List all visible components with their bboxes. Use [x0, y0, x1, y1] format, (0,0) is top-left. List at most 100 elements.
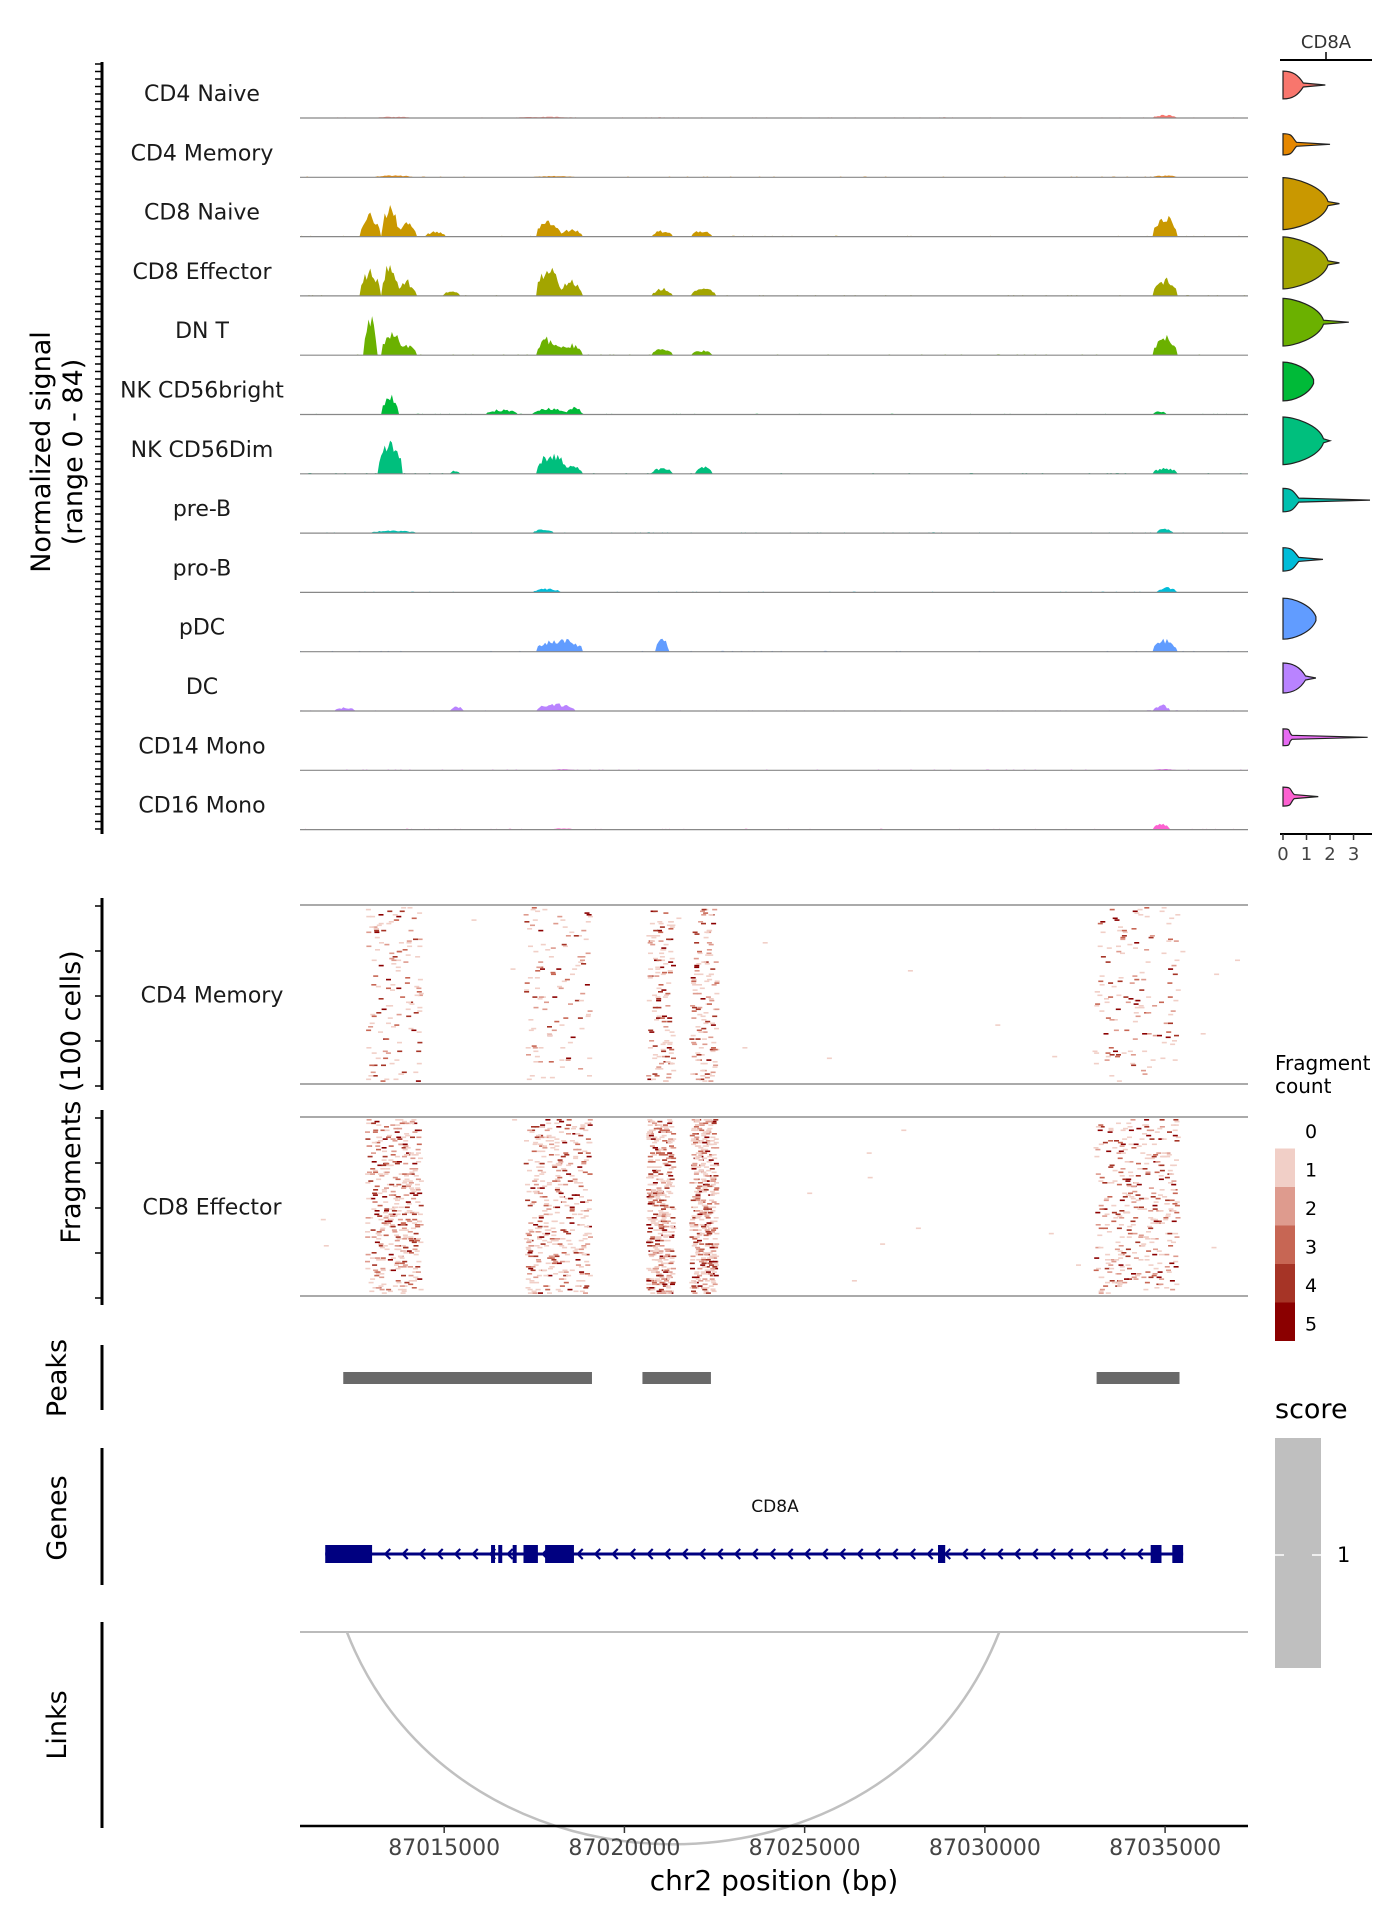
fragment-mark — [665, 1215, 671, 1217]
fragment-mark — [372, 1131, 378, 1133]
gene-strand-arrow — [768, 1548, 777, 1560]
fragment-mark — [700, 1273, 706, 1275]
fragment-mark — [690, 1199, 696, 1202]
fragment-mark — [1149, 1138, 1155, 1140]
fragment-mark — [1165, 1199, 1171, 1202]
fragment-mark — [694, 1119, 700, 1121]
fragment-mark — [656, 1280, 662, 1282]
fragment-mark — [539, 1145, 545, 1147]
fragment-mark — [418, 1288, 424, 1291]
fragment-mark — [1106, 1150, 1112, 1153]
fragment-mark — [1173, 1119, 1179, 1121]
fragment-mark — [695, 1199, 701, 1202]
fragment-mark — [1132, 1038, 1138, 1040]
fragment-mark — [655, 1150, 661, 1153]
fragment-mark — [646, 1075, 652, 1077]
fragment-mark — [534, 1161, 540, 1163]
fragment-mark — [655, 1148, 661, 1151]
fragment-mark — [559, 1024, 565, 1026]
fragment-mark — [581, 1246, 587, 1249]
fragment-mark — [1122, 1281, 1128, 1284]
fragment-mark — [697, 1182, 703, 1184]
fragment-mark — [699, 1078, 705, 1081]
fragment-mark — [566, 1133, 571, 1135]
fragment-mark — [398, 1119, 404, 1121]
fragment-mark — [371, 1208, 377, 1210]
fragment-mark — [649, 1133, 654, 1135]
expression-violin-7 — [1282, 416, 1333, 466]
fragment-mark — [650, 940, 655, 942]
fragment-mark — [656, 1127, 662, 1130]
fragment-mark — [554, 1148, 560, 1151]
fragment-mark — [1109, 908, 1115, 911]
fragment-mark — [700, 1271, 706, 1273]
fragment-mark — [660, 1290, 666, 1293]
fragment-mark — [1125, 1248, 1131, 1251]
fragment-mark — [417, 1278, 423, 1280]
fragment-mark — [656, 1006, 662, 1009]
fragment-mark — [381, 1292, 387, 1294]
fragment-mark — [563, 1017, 569, 1019]
fragment-mark — [535, 1231, 541, 1233]
fragment-mark — [713, 1245, 719, 1247]
fragment-mark — [705, 1133, 711, 1135]
fragment-mark — [408, 1274, 414, 1277]
fragment-mark — [1135, 1175, 1141, 1177]
fragment-mark — [670, 1283, 675, 1286]
fragment-mark — [1126, 1185, 1132, 1188]
gene-exon-5 — [523, 1545, 538, 1563]
fragment-mark — [709, 1168, 715, 1170]
fragment-mark — [692, 989, 698, 991]
fragment-mark — [712, 1061, 718, 1063]
fragment-mark — [380, 1080, 386, 1082]
expression-x-tick-label: 3 — [1348, 844, 1359, 865]
fragment-mark — [689, 1182, 695, 1184]
fragment-mark — [582, 1150, 588, 1153]
fragment-mark — [692, 1196, 698, 1198]
fragment-mark — [392, 1231, 398, 1233]
fragment-mark — [401, 1250, 407, 1252]
fragment-mark — [403, 1229, 409, 1231]
fragment-mark — [394, 1162, 400, 1165]
fragment-mark — [1132, 1232, 1138, 1235]
fragment-mark — [711, 1271, 717, 1273]
gene-exon-3 — [498, 1545, 503, 1563]
fragment-mark — [537, 1246, 543, 1249]
fragment-mark — [1171, 1241, 1176, 1244]
fragment-mark — [1161, 1041, 1167, 1044]
fragment-mark — [583, 938, 589, 941]
fragment-mark — [659, 1227, 665, 1230]
fragment-mark — [387, 1134, 392, 1137]
fragment-mark — [692, 1164, 698, 1167]
fragment-mark — [396, 1136, 402, 1139]
fragment-mark — [583, 1215, 589, 1217]
fragment-mark — [566, 1217, 572, 1219]
gene-strand-arrow — [786, 1548, 794, 1560]
fragment-mark — [554, 1145, 560, 1147]
fragment-mark — [404, 1133, 410, 1135]
fragment-mark — [702, 1152, 708, 1154]
fragment-mark — [660, 1126, 666, 1128]
fragment-mark — [408, 1152, 414, 1154]
fragment-mark — [578, 1169, 584, 1172]
fragment-mark — [396, 1183, 402, 1186]
fragment-mark — [694, 1157, 700, 1160]
fragment-mark — [704, 1269, 710, 1272]
fragment-mark — [1106, 1231, 1112, 1233]
fragment-mark — [1158, 1210, 1164, 1212]
fragment-mark — [583, 1129, 589, 1132]
fragment-mark — [1110, 1259, 1116, 1261]
links-ylabel: Links — [42, 1690, 73, 1759]
fragment-mark — [707, 1127, 713, 1130]
fragment-mark — [413, 1245, 419, 1247]
fragment-mark — [691, 1138, 697, 1140]
fragment-mark — [572, 1213, 577, 1216]
fragment-mark — [583, 1287, 589, 1289]
fragment-mark — [1122, 1196, 1128, 1198]
fragment-mark — [1164, 1253, 1170, 1256]
fragment-mark — [664, 1127, 669, 1130]
fragment-mark — [383, 1211, 388, 1214]
fragment-mark — [669, 1126, 675, 1128]
fragment-mark — [652, 1073, 658, 1075]
gene-strand-arrow — [1066, 1548, 1074, 1560]
